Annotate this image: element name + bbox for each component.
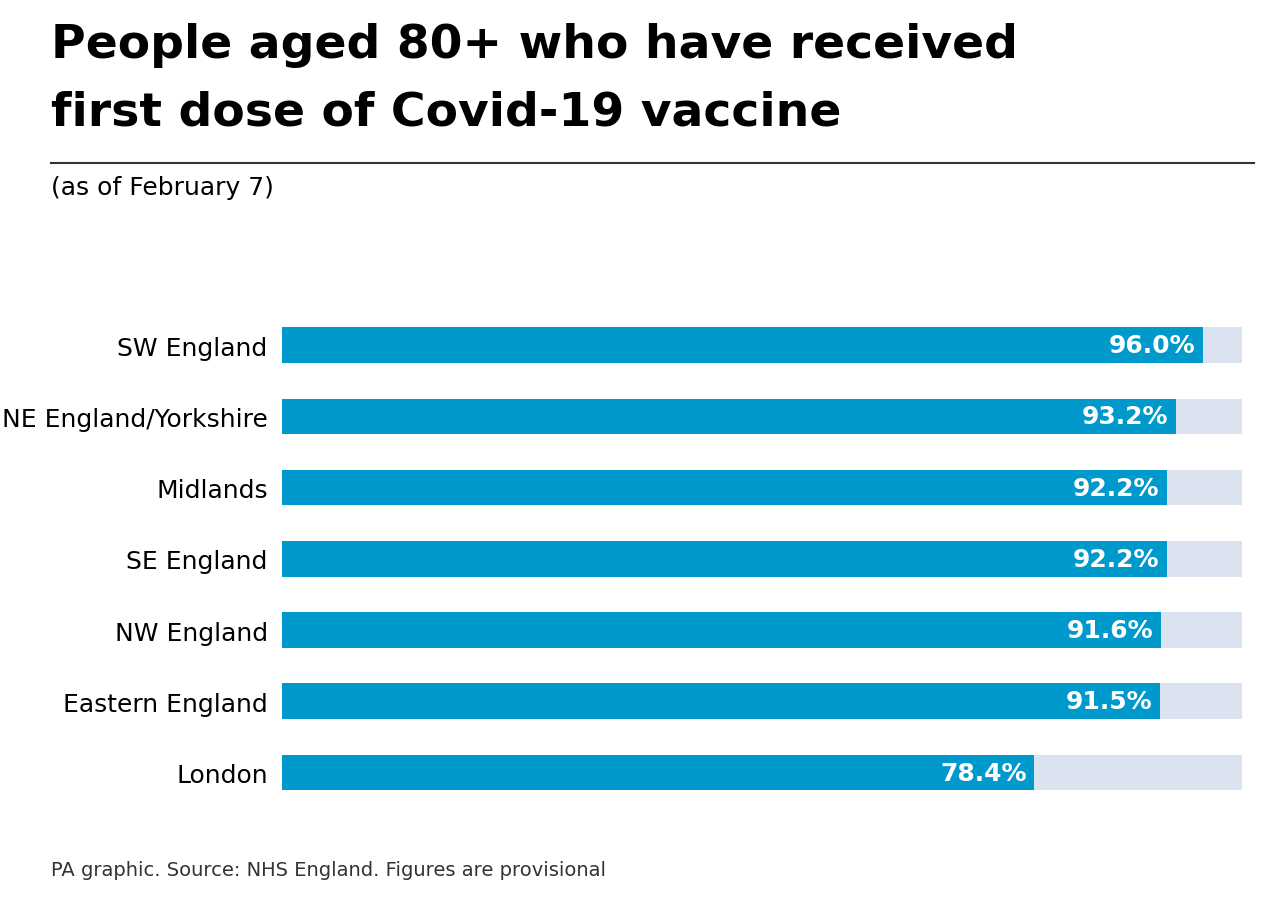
Text: 92.2%: 92.2% [1073,476,1160,500]
Bar [282,612,1161,649]
Bar [282,684,1160,719]
Bar [282,612,1242,649]
Bar [282,328,1242,364]
Bar [282,400,1176,435]
Bar [282,541,1167,577]
Text: first dose of Covid-19 vaccine: first dose of Covid-19 vaccine [51,90,841,135]
Text: (as of February 7): (as of February 7) [51,176,274,200]
Bar [282,470,1167,506]
Bar [282,755,1242,790]
Text: 78.4%: 78.4% [940,760,1027,785]
Text: People aged 80+ who have received: People aged 80+ who have received [51,23,1018,68]
Bar [282,684,1242,719]
Bar [282,541,1242,577]
Text: 91.5%: 91.5% [1066,689,1152,713]
Text: PA graphic. Source: NHS England. Figures are provisional: PA graphic. Source: NHS England. Figures… [51,861,607,879]
Text: 91.6%: 91.6% [1066,619,1153,642]
Text: 96.0%: 96.0% [1108,334,1196,358]
Text: 92.2%: 92.2% [1073,548,1160,571]
Bar [282,755,1034,790]
Text: 93.2%: 93.2% [1082,405,1169,429]
Bar [282,328,1203,364]
Bar [282,470,1242,506]
Bar [282,400,1242,435]
